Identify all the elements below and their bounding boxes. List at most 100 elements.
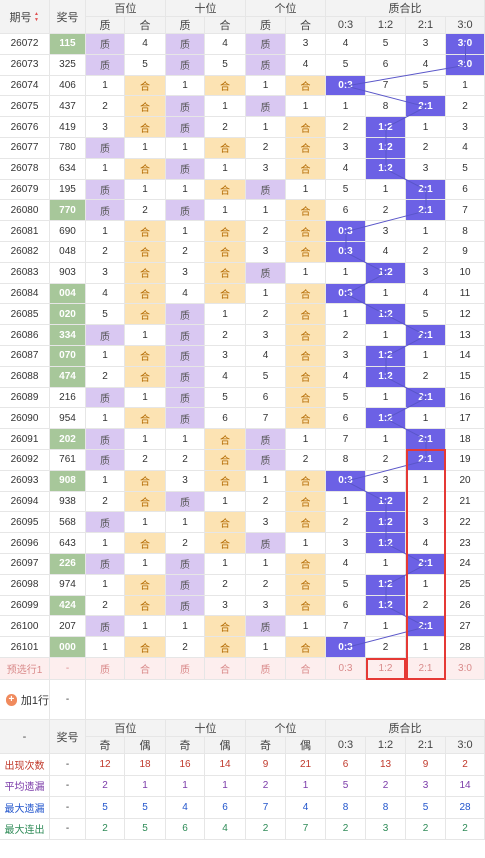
preselect-option[interactable]: 3:0 — [446, 658, 485, 680]
trend-cell: 合 — [286, 117, 326, 138]
trend-cell: 2 — [406, 366, 446, 388]
trend-cell: 4 — [406, 54, 446, 76]
stats-row-label: 最大连出 — [0, 818, 50, 840]
trend-cell: 18 — [446, 429, 485, 450]
trend-cell: 2 — [246, 491, 286, 513]
preselect-option[interactable]: 合 — [125, 658, 166, 680]
period-cell: 26086 — [0, 325, 50, 346]
sort-icon[interactable]: ▲▼ — [33, 10, 40, 23]
draw-number-cell: 202 — [50, 429, 86, 450]
trend-cell: 质 — [166, 346, 205, 367]
trend-cell: 9 — [446, 242, 485, 263]
preselect-option[interactable]: 0:3 — [326, 658, 366, 680]
trend-cell: 3 — [205, 595, 246, 617]
trend-cell: 1 — [86, 470, 125, 492]
preselect-option[interactable]: 2:1 — [406, 658, 446, 680]
preselect-option[interactable]: 质 — [86, 658, 125, 680]
trend-cell: 5 — [326, 387, 366, 409]
stats-row-draw: - — [50, 797, 86, 819]
stats-row-label: 出现次数 — [0, 754, 50, 776]
period-cell: 26091 — [0, 429, 50, 450]
trend-cell: 1 — [286, 96, 326, 118]
stats-value-cell: 2 — [446, 754, 485, 776]
trend-cell: 合 — [125, 283, 166, 305]
stats-value-cell: 9 — [406, 754, 446, 776]
trend-cell: 1 — [366, 325, 406, 346]
trend-cell: 1 — [125, 387, 166, 409]
preselect-option[interactable]: 合 — [205, 658, 246, 680]
preselect-option[interactable]: 1:2 — [366, 658, 406, 680]
trend-cell: 6 — [326, 408, 366, 430]
trend-cell: 1 — [205, 304, 246, 326]
trend-cell: 2 — [86, 242, 125, 263]
column-header-period[interactable]: 期号 ▲▼ — [0, 0, 50, 34]
trend-cell: 1 — [406, 574, 446, 596]
trend-cell: 3 — [246, 595, 286, 617]
trend-cell: 1 — [166, 616, 205, 638]
trend-cell: 质 — [246, 179, 286, 201]
stats-value-cell: 8 — [366, 797, 406, 819]
trend-cell: 质 — [246, 429, 286, 450]
period-cell: 26096 — [0, 533, 50, 554]
trend-cell: 合 — [125, 221, 166, 242]
preselect-option[interactable]: 合 — [286, 658, 326, 680]
trend-cell: 28 — [446, 637, 485, 658]
trend-cell: 合 — [125, 262, 166, 284]
stats-sub-header-6: 0:3 — [326, 737, 366, 754]
draw-number-cell: 334 — [50, 325, 86, 346]
trend-cell: 5 — [326, 574, 366, 596]
trend-cell: 合 — [286, 75, 326, 97]
stats-group-header-0: 百位 — [86, 720, 166, 737]
period-cell: 26077 — [0, 138, 50, 159]
trend-cell: 质 — [86, 450, 125, 471]
trend-cell: 3 — [366, 221, 406, 242]
trend-cell: 2 — [406, 595, 446, 617]
stats-sub-header-7: 1:2 — [366, 737, 406, 754]
trend-cell: 4 — [286, 54, 326, 76]
draw-number-cell: 780 — [50, 138, 86, 159]
trend-cell: 1 — [205, 200, 246, 222]
trend-cell: 1 — [166, 429, 205, 450]
trend-cell: 8 — [446, 221, 485, 242]
trend-cell: 1 — [246, 200, 286, 222]
period-cell: 26101 — [0, 637, 50, 658]
trend-cell: 1 — [125, 179, 166, 201]
trend-cell: 质 — [246, 262, 286, 284]
preselect-option[interactable]: 质 — [166, 658, 205, 680]
plus-icon[interactable]: + — [6, 693, 17, 706]
draw-number-cell: 004 — [50, 283, 86, 305]
trend-cell: 1 — [205, 158, 246, 180]
stats-value-cell: 2 — [326, 818, 366, 840]
preselect-label[interactable]: 预选行1 — [0, 658, 50, 680]
trend-cell: 5 — [326, 179, 366, 201]
stats-value-cell: 7 — [286, 818, 326, 840]
trend-cell: 合 — [205, 616, 246, 638]
preselect-option[interactable]: 质 — [246, 658, 286, 680]
trend-cell: 质 — [86, 554, 125, 575]
draw-number-cell: 000 — [50, 637, 86, 658]
ratio-hit-cell: 1:2 — [366, 533, 406, 554]
trend-cell: 15 — [446, 366, 485, 388]
trend-cell: 1 — [166, 221, 205, 242]
draw-number-cell: 954 — [50, 408, 86, 430]
trend-cell: 2 — [86, 366, 125, 388]
stats-value-cell: 6 — [205, 797, 246, 819]
trend-cell: 质 — [246, 96, 286, 118]
add-row-label[interactable]: 加1行 — [20, 694, 49, 707]
trend-cell: 1 — [366, 554, 406, 575]
trend-cell: 1 — [246, 75, 286, 97]
trend-cell: 1 — [86, 408, 125, 430]
ratio-hit-cell: 1:2 — [366, 512, 406, 534]
trend-cell: 4 — [326, 158, 366, 180]
add-row-button[interactable]: + 加1行 — [0, 680, 50, 720]
trend-cell: 4 — [86, 283, 125, 305]
trend-cell: 质 — [86, 200, 125, 222]
trend-cell: 质 — [166, 595, 205, 617]
draw-number-cell: 216 — [50, 387, 86, 409]
group-header-2: 个位 — [246, 0, 326, 17]
sub-header-9: 3:0 — [446, 17, 485, 34]
trend-cell: 合 — [205, 221, 246, 242]
trend-cell: 1 — [166, 179, 205, 201]
ratio-hit-cell: 2:1 — [406, 387, 446, 409]
trend-cell: 1 — [246, 117, 286, 138]
